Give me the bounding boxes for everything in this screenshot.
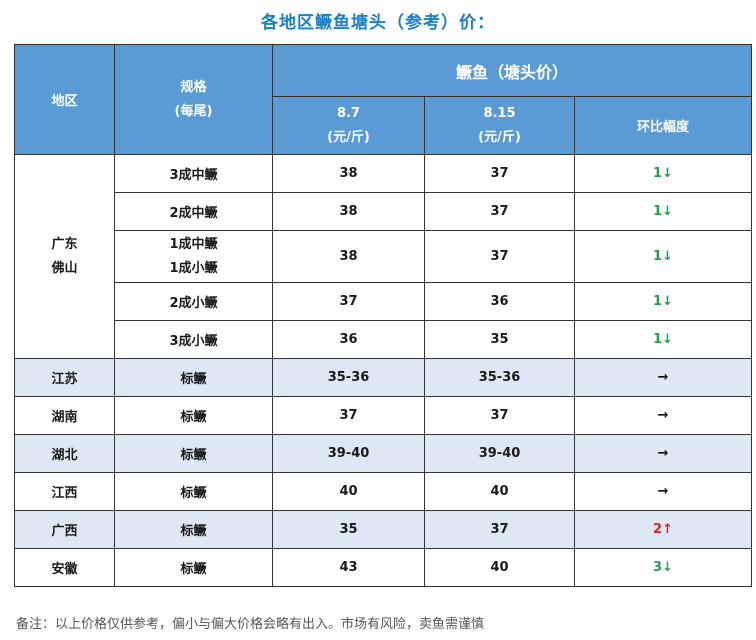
price-cell-date1: 39-40 <box>272 434 425 473</box>
table-row: 2成中鳜 38 37 1↓ <box>15 192 752 231</box>
region-cell: 江苏 <box>14 358 115 397</box>
spec-cell: 标鳜 <box>114 396 273 435</box>
arrow-right-icon: → <box>657 446 669 461</box>
table-row: 湖南 标鳜 37 37 → <box>14 396 752 435</box>
header-group: 鳜鱼（塘头价） <box>272 44 752 97</box>
change-value: 1 <box>653 204 663 219</box>
spec-cell: 1成中鳜 1成小鳜 <box>114 230 273 283</box>
change-value: 1 <box>653 249 663 264</box>
region-cell: 江西 <box>14 472 115 511</box>
arrow-right-icon: → <box>657 484 669 499</box>
price-cell-date1: 37 <box>272 396 425 435</box>
arrow-up-icon: ↑ <box>662 522 673 537</box>
region-cell: 广西 <box>14 510 115 549</box>
arrow-right-icon: → <box>657 408 669 423</box>
change-cell: → <box>574 434 752 473</box>
spec-line1: 1成中鳜 <box>169 236 218 252</box>
price-cell-date1: 38 <box>272 192 425 231</box>
price-cell-date2: 35-36 <box>424 358 575 397</box>
header-spec-unit: (每尾) <box>174 103 213 119</box>
change-cell: 1↓ <box>574 192 752 231</box>
price-cell-date1: 36 <box>272 320 425 359</box>
header-date2-unit: (元/斤) <box>478 129 521 145</box>
price-cell-date1: 35 <box>272 510 425 549</box>
change-value: 3 <box>653 560 663 575</box>
change-cell: → <box>574 396 752 435</box>
table-row: 3成小鳜 36 35 1↓ <box>15 320 752 359</box>
price-cell-date1: 43 <box>272 548 425 587</box>
header-spec: 规格 (每尾) <box>114 44 273 155</box>
change-cell: → <box>574 358 752 397</box>
spec-cell: 标鳜 <box>114 434 273 473</box>
change-value: 2 <box>653 522 663 537</box>
table-row: 2成小鳜 37 36 1↓ <box>15 282 752 321</box>
spec-cell: 2成中鳜 <box>114 192 273 231</box>
header-date2-label: 8.15 <box>483 105 516 121</box>
change-value: 1 <box>653 294 663 309</box>
footnote: 备注：以上价格仅供参考，偏小与偏大价格会略有出入。市场有风险，卖鱼需谨慎 <box>16 617 485 632</box>
arrow-down-icon: ↓ <box>662 166 673 181</box>
table-row: 江西 标鳜 40 40 → <box>14 472 752 511</box>
spec-cell: 标鳜 <box>114 358 273 397</box>
price-cell-date1: 37 <box>272 282 425 321</box>
change-value: 1 <box>653 332 663 347</box>
table-row: 安徽 标鳜 43 40 3↓ <box>14 548 752 587</box>
spec-cell: 标鳜 <box>114 548 273 587</box>
price-cell-date2: 37 <box>424 154 575 193</box>
page-title: 各地区鳜鱼塘头（参考）价： <box>261 13 495 33</box>
arrow-right-icon: → <box>657 370 669 385</box>
header-date1-unit: (元/斤) <box>327 129 370 145</box>
spec-cell: 3成中鳜 <box>114 154 273 193</box>
price-cell-date1: 38 <box>272 230 425 283</box>
price-cell-date2: 40 <box>424 548 575 587</box>
price-cell-date2: 35 <box>424 320 575 359</box>
price-cell-date1: 35-36 <box>272 358 425 397</box>
change-cell: 1↓ <box>574 282 752 321</box>
price-cell-date2: 39-40 <box>424 434 575 473</box>
price-cell-date2: 37 <box>424 510 575 549</box>
table-row: 1成中鳜 1成小鳜 38 37 1↓ <box>15 230 752 283</box>
header-date1: 8.7 (元/斤) <box>272 96 425 155</box>
price-cell-date2: 37 <box>424 230 575 283</box>
change-cell: 1↓ <box>574 320 752 359</box>
change-value: 1 <box>653 166 663 181</box>
change-cell: 2↑ <box>574 510 752 549</box>
region-cell: 安徽 <box>14 548 115 587</box>
header-spec-label: 规格 <box>180 79 207 95</box>
spec-cell: 标鳜 <box>114 472 273 511</box>
spec-cell: 2成小鳜 <box>114 282 273 321</box>
price-cell-date2: 36 <box>424 282 575 321</box>
spec-cell: 3成小鳜 <box>114 320 273 359</box>
table-row: 广东 佛山 3成中鳜 38 37 1↓ <box>14 154 752 359</box>
region-foshan-line1: 广东 <box>51 236 78 252</box>
header-change: 环比幅度 <box>574 96 752 155</box>
price-table: 地区 规格 (每尾) 鳜鱼（塘头价） 8.7 (元/斤) 8.15 (元/斤) … <box>14 44 752 587</box>
arrow-down-icon: ↓ <box>662 560 673 575</box>
header-region: 地区 <box>14 44 115 155</box>
region-cell-foshan: 广东 佛山 <box>14 154 115 359</box>
region-foshan-line2: 佛山 <box>51 260 78 276</box>
price-cell-date1: 38 <box>272 154 425 193</box>
spec-line2: 1成小鳜 <box>169 260 218 276</box>
change-cell: 1↓ <box>574 230 752 283</box>
change-cell: → <box>574 472 752 511</box>
header-date1-label: 8.7 <box>336 105 361 121</box>
table-row: 江苏 标鳜 35-36 35-36 → <box>14 358 752 397</box>
region-cell: 湖北 <box>14 434 115 473</box>
arrow-down-icon: ↓ <box>662 294 673 309</box>
table-row: 广西 标鳜 35 37 2↑ <box>14 510 752 549</box>
spec-cell: 标鳜 <box>114 510 273 549</box>
header-date2: 8.15 (元/斤) <box>424 96 575 155</box>
change-cell: 3↓ <box>574 548 752 587</box>
price-cell-date2: 37 <box>424 192 575 231</box>
table-row: 湖北 标鳜 39-40 39-40 → <box>14 434 752 473</box>
price-cell-date2: 37 <box>424 396 575 435</box>
arrow-down-icon: ↓ <box>662 249 673 264</box>
arrow-down-icon: ↓ <box>662 204 673 219</box>
price-cell-date1: 40 <box>272 472 425 511</box>
price-cell-date2: 40 <box>424 472 575 511</box>
arrow-down-icon: ↓ <box>662 332 673 347</box>
change-cell: 1↓ <box>574 154 752 193</box>
region-cell: 湖南 <box>14 396 115 435</box>
